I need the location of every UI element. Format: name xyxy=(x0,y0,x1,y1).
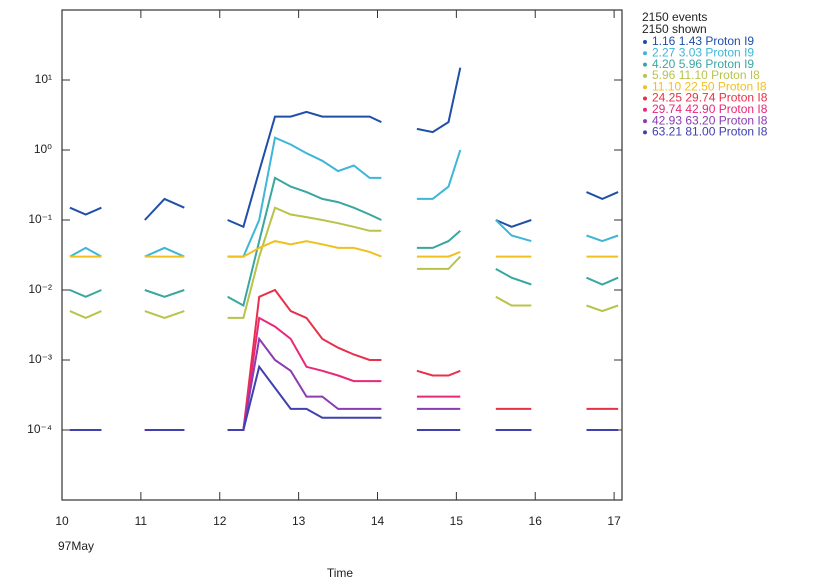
legend-header: 2150 events xyxy=(642,10,707,24)
x-sublabel: 97May xyxy=(58,539,94,553)
legend-marker xyxy=(643,130,647,135)
series-line xyxy=(69,364,619,431)
series-line xyxy=(69,240,619,258)
x-tick-label: 10 xyxy=(55,514,69,528)
x-tick-label: 15 xyxy=(450,514,464,528)
x-tick-label: 12 xyxy=(213,514,227,528)
series-line xyxy=(69,67,619,229)
legend-label: 24.25 29.74 Proton I8 xyxy=(652,91,768,105)
legend-label: 2.27 3.03 Proton I9 xyxy=(652,45,754,59)
y-tick-label: 10⁻⁴ xyxy=(27,422,52,436)
y-tick-label: 10¹ xyxy=(35,72,52,86)
legend-marker xyxy=(643,51,647,56)
legend-marker xyxy=(643,96,647,101)
series-line xyxy=(69,136,619,258)
y-tick-label: 10⁻² xyxy=(28,282,52,296)
x-tick-label: 14 xyxy=(371,514,385,528)
legend-label: 63.21 81.00 Proton I8 xyxy=(652,125,768,139)
legend-label: 29.74 42.90 Proton I8 xyxy=(652,102,768,116)
legend-header: 2150 shown xyxy=(642,22,707,36)
plot-frame xyxy=(61,9,623,501)
legend-marker xyxy=(643,85,647,90)
series-line xyxy=(69,206,619,319)
legend-label: 11.10 22.50 Proton I8 xyxy=(652,79,767,93)
legend-marker xyxy=(643,119,647,124)
y-tick-label: 10⁰ xyxy=(34,142,52,156)
y-tick-label: 10⁻³ xyxy=(28,352,52,366)
series-line xyxy=(69,176,619,308)
x-tick-label: 13 xyxy=(292,514,306,528)
series-line xyxy=(69,336,619,431)
series-line xyxy=(69,316,619,431)
legend-label: 5.96 11.10 Proton I8 xyxy=(652,68,760,82)
legend-marker xyxy=(643,107,647,112)
y-tick-label: 10⁻¹ xyxy=(28,212,52,226)
legend-marker xyxy=(643,62,647,67)
x-tick-label: 16 xyxy=(529,514,543,528)
legend-marker xyxy=(643,73,647,78)
legend-label: 4.20 5.96 Proton I9 xyxy=(652,57,754,71)
legend-label: 1.16 1.43 Proton I9 xyxy=(652,34,754,48)
x-tick-label: 11 xyxy=(135,514,148,528)
x-tick-label: 17 xyxy=(607,514,621,528)
x-axis-label: Time xyxy=(327,566,354,580)
legend-marker xyxy=(643,40,647,44)
legend-label: 42.93 63.20 Proton I8 xyxy=(652,113,768,127)
